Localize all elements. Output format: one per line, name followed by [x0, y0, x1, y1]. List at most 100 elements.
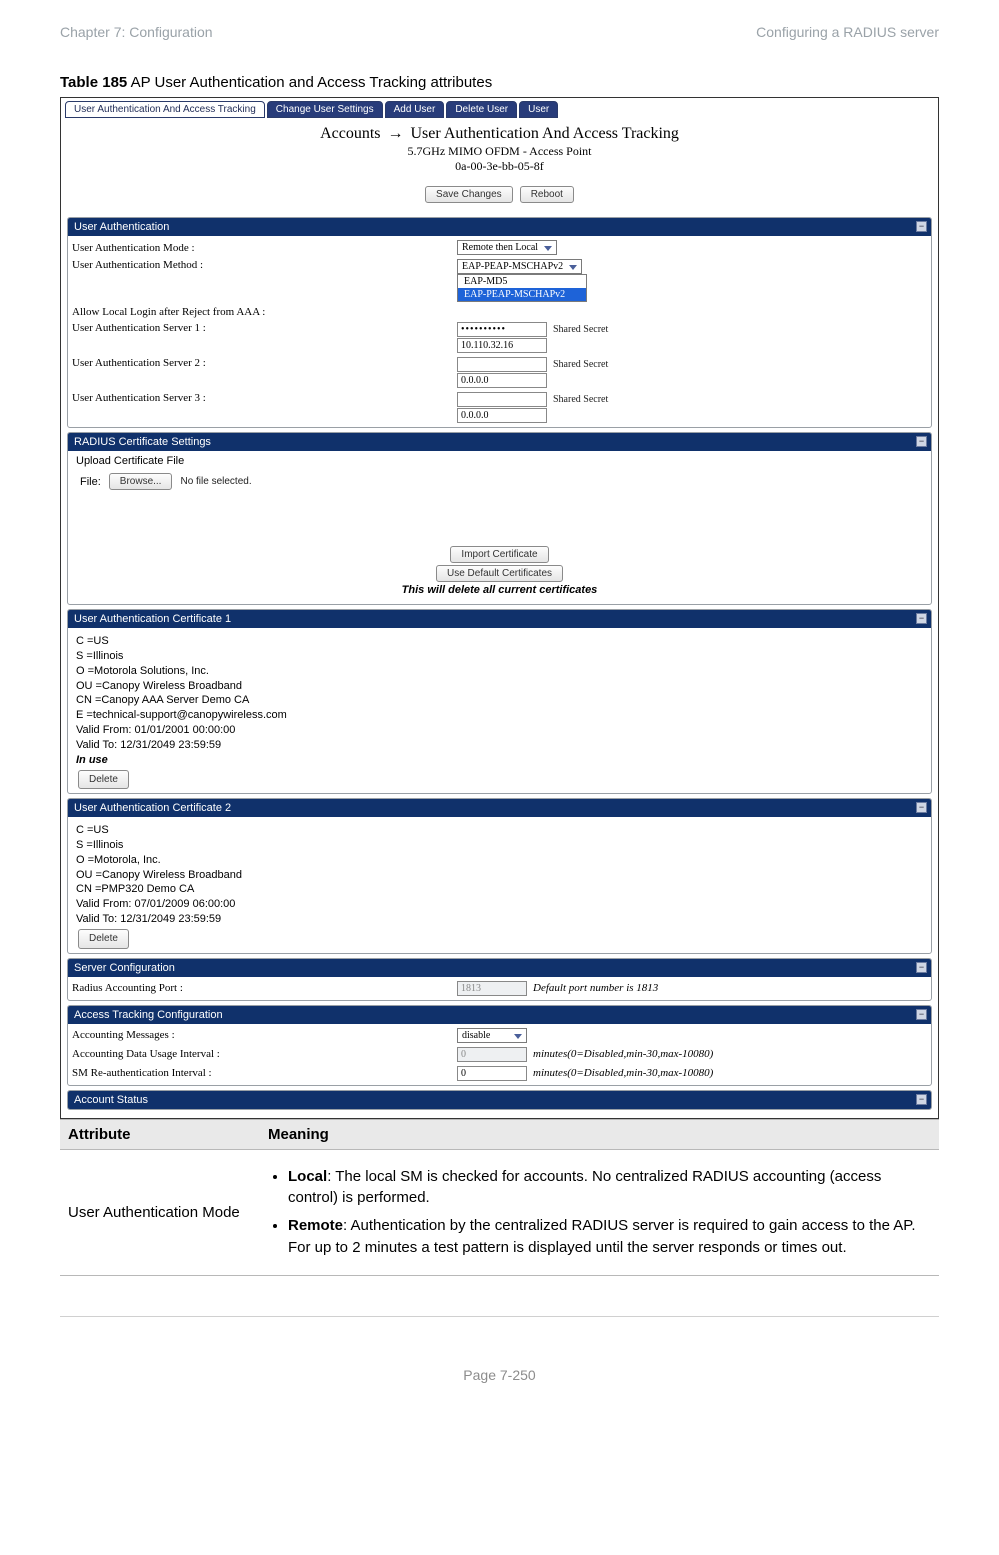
breadcrumb-accounts: Accounts [320, 125, 380, 142]
auth-method-opt1[interactable]: EAP-MD5 [458, 275, 586, 288]
cert1-o: O =Motorola Solutions, Inc. [76, 664, 923, 679]
collapse-icon[interactable]: − [916, 802, 927, 813]
tab-delete-user[interactable]: Delete User [446, 101, 517, 118]
reboot-button[interactable]: Reboot [520, 186, 574, 203]
srv2-ip-input[interactable]: 0.0.0.0 [457, 373, 547, 388]
radius-cert-title: RADIUS Certificate Settings [74, 436, 211, 448]
radius-cert-header: RADIUS Certificate Settings − [68, 433, 931, 451]
collapse-icon[interactable]: − [916, 613, 927, 624]
auth-method-opt2[interactable]: EAP-PEAP-MSCHAPv2 [458, 288, 586, 301]
cert1-body: C =US S =Illinois O =Motorola Solutions,… [68, 628, 931, 793]
cert2-o: O =Motorola, Inc. [76, 853, 923, 868]
cert1-delete-button[interactable]: Delete [78, 770, 129, 790]
srv3-ip-input[interactable]: 0.0.0.0 [457, 408, 547, 423]
section-label: Configuring a RADIUS server [756, 24, 939, 40]
srv2-label: User Authentication Server 2 : [72, 357, 457, 369]
acct-interval-input[interactable]: 0 [457, 1047, 527, 1062]
access-tracking-header: Access Tracking Configuration − [68, 1006, 931, 1024]
srv3-label: User Authentication Server 3 : [72, 392, 457, 404]
table-number: Table 185 [60, 74, 127, 91]
table-caption: Table 185 AP User Authentication and Acc… [60, 74, 939, 91]
acct-port-note: Default port number is 1813 [533, 982, 658, 994]
radius-cert-panel: RADIUS Certificate Settings − Upload Cer… [67, 432, 932, 605]
user-auth-header: User Authentication − [68, 218, 931, 236]
page-header: Chapter 7: Configuration Configuring a R… [60, 24, 939, 46]
collapse-icon[interactable]: − [916, 1009, 927, 1020]
tab-user[interactable]: User [519, 101, 558, 118]
collapse-icon[interactable]: − [916, 962, 927, 973]
meaning-cell: Local: The local SM is checked for accou… [260, 1149, 939, 1275]
cert1-e: E =technical-support@canopywireless.com [76, 708, 923, 723]
meaning-bullet-1: Local: The local SM is checked for accou… [288, 1166, 931, 1210]
auth-method-label: User Authentication Method : [72, 259, 457, 271]
auth-method-dropdown[interactable]: EAP-MD5 EAP-PEAP-MSCHAPv2 [457, 274, 587, 302]
cert2-valid-from: Valid From: 07/01/2009 06:00:00 [76, 897, 923, 912]
user-auth-panel: User Authentication − User Authenticatio… [67, 217, 932, 428]
page-title: Accounts → User Authentication And Acces… [61, 121, 938, 144]
auth-method-select[interactable]: EAP-PEAP-MSCHAPv2 [457, 259, 582, 274]
cert2-ou: OU =Canopy Wireless Broadband [76, 868, 923, 883]
save-button[interactable]: Save Changes [425, 186, 513, 203]
chapter-label: Chapter 7: Configuration [60, 24, 213, 40]
account-status-panel: Account Status − [67, 1090, 932, 1110]
acct-msg-label: Accounting Messages : [72, 1029, 457, 1041]
collapse-icon[interactable]: − [916, 1094, 927, 1105]
shared-secret-label-2: Shared Secret [553, 359, 608, 370]
srv1-ip-input[interactable]: 10.110.32.16 [457, 338, 547, 353]
screenshot: User Authentication And Access Tracking … [60, 97, 939, 1119]
server-config-title: Server Configuration [74, 962, 175, 974]
table-row: User Authentication Mode Local: The loca… [60, 1149, 939, 1275]
allow-local-label: Allow Local Login after Reject from AAA … [72, 306, 457, 318]
cert2-valid-to: Valid To: 12/31/2049 23:59:59 [76, 912, 923, 927]
bullet2-bold: Remote [288, 1217, 343, 1234]
access-tracking-title: Access Tracking Configuration [74, 1009, 223, 1021]
table-desc: AP User Authentication and Access Tracki… [127, 74, 492, 91]
acct-interval-note: minutes(0=Disabled,min-30,max-10080) [533, 1048, 713, 1060]
tab-user-auth[interactable]: User Authentication And Access Tracking [65, 101, 265, 118]
cert1-inuse: In use [76, 753, 923, 768]
cert2-delete-button[interactable]: Delete [78, 929, 129, 949]
reauth-note: minutes(0=Disabled,min-30,max-10080) [533, 1067, 713, 1079]
attr-cell: User Authentication Mode [60, 1149, 260, 1275]
shared-secret-label-3: Shared Secret [553, 394, 608, 405]
srv1-secret-input[interactable]: •••••••••• [457, 322, 547, 337]
account-status-header: Account Status − [68, 1091, 931, 1109]
auth-mode-select[interactable]: Remote then Local [457, 240, 557, 255]
tab-add-user[interactable]: Add User [385, 101, 445, 118]
cert2-panel: User Authentication Certificate 2 − C =U… [67, 798, 932, 953]
bullet2-text: : Authentication by the centralized RADI… [288, 1217, 916, 1256]
srv3-secret-input[interactable] [457, 392, 547, 407]
cert2-s: S =Illinois [76, 838, 923, 853]
reauth-input[interactable]: 0 [457, 1066, 527, 1081]
cert1-c: C =US [76, 634, 923, 649]
acct-msg-select[interactable]: disable [457, 1028, 527, 1043]
device-model: 5.7GHz MIMO OFDM - Access Point [61, 144, 938, 159]
srv1-label: User Authentication Server 1 : [72, 322, 457, 334]
top-buttons: Save Changes Reboot [61, 180, 938, 213]
browse-button[interactable]: Browse... [109, 473, 173, 490]
tabs: User Authentication And Access Tracking … [61, 98, 938, 121]
collapse-icon[interactable]: − [916, 221, 927, 232]
tab-change-user[interactable]: Change User Settings [267, 101, 383, 118]
auth-mode-label: User Authentication Mode : [72, 242, 457, 254]
collapse-icon[interactable]: − [916, 436, 927, 447]
cert1-valid-from: Valid From: 01/01/2001 00:00:00 [76, 723, 923, 738]
acct-port-label: Radius Accounting Port : [72, 982, 457, 994]
acct-port-input[interactable]: 1813 [457, 981, 527, 996]
page-footer: Page 7-250 [60, 1316, 939, 1393]
cert1-s: S =Illinois [76, 649, 923, 664]
import-cert-button[interactable]: Import Certificate [450, 546, 548, 563]
bullet1-bold: Local [288, 1168, 327, 1185]
cert2-c: C =US [76, 823, 923, 838]
shared-secret-label-1: Shared Secret [553, 324, 608, 335]
default-cert-button[interactable]: Use Default Certificates [436, 565, 563, 582]
reauth-label: SM Re-authentication Interval : [72, 1067, 457, 1079]
cert1-title: User Authentication Certificate 1 [74, 613, 231, 625]
meaning-header: Meaning [260, 1119, 939, 1149]
acct-interval-label: Accounting Data Usage Interval : [72, 1048, 457, 1060]
server-config-header: Server Configuration − [68, 959, 931, 977]
cert1-panel: User Authentication Certificate 1 − C =U… [67, 609, 932, 794]
cert2-title: User Authentication Certificate 2 [74, 802, 231, 814]
srv2-secret-input[interactable] [457, 357, 547, 372]
cert-delete-note: This will delete all current certificate… [72, 582, 927, 602]
